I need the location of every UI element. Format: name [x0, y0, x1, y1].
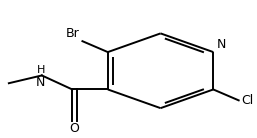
Text: N: N — [36, 76, 45, 89]
Text: Cl: Cl — [241, 94, 253, 107]
Text: H: H — [36, 65, 45, 75]
Text: N: N — [217, 38, 226, 51]
Text: O: O — [70, 122, 79, 135]
Text: Br: Br — [66, 27, 80, 40]
